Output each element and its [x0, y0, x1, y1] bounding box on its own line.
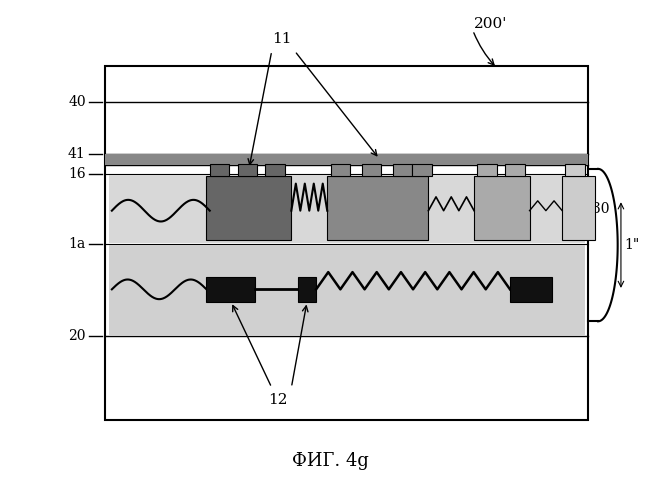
- Bar: [265, 164, 285, 176]
- Bar: [105, 154, 588, 165]
- Bar: [210, 164, 229, 176]
- Text: 1a: 1a: [69, 236, 86, 250]
- Bar: [327, 176, 428, 240]
- Bar: [108, 244, 585, 335]
- Bar: [412, 164, 432, 176]
- Text: 11: 11: [272, 32, 292, 46]
- Text: 200': 200': [474, 17, 508, 31]
- Bar: [563, 176, 595, 240]
- Text: 16: 16: [68, 167, 86, 181]
- Bar: [362, 164, 381, 176]
- Text: 12: 12: [268, 393, 288, 407]
- Bar: [506, 164, 525, 176]
- Bar: [393, 164, 412, 176]
- Bar: [105, 66, 588, 420]
- Text: 40: 40: [68, 96, 86, 110]
- Bar: [474, 176, 529, 240]
- Bar: [477, 164, 497, 176]
- Bar: [298, 277, 316, 301]
- Bar: [108, 175, 585, 242]
- Bar: [206, 277, 255, 301]
- Text: 30: 30: [592, 202, 609, 215]
- Bar: [206, 176, 292, 240]
- Text: 41: 41: [68, 147, 86, 161]
- Bar: [330, 164, 350, 176]
- Bar: [238, 164, 257, 176]
- Bar: [510, 277, 553, 301]
- Text: 20: 20: [68, 329, 86, 343]
- Text: 1": 1": [624, 238, 639, 252]
- Bar: [565, 164, 585, 176]
- Text: ФИГ. 4g: ФИГ. 4g: [292, 452, 369, 470]
